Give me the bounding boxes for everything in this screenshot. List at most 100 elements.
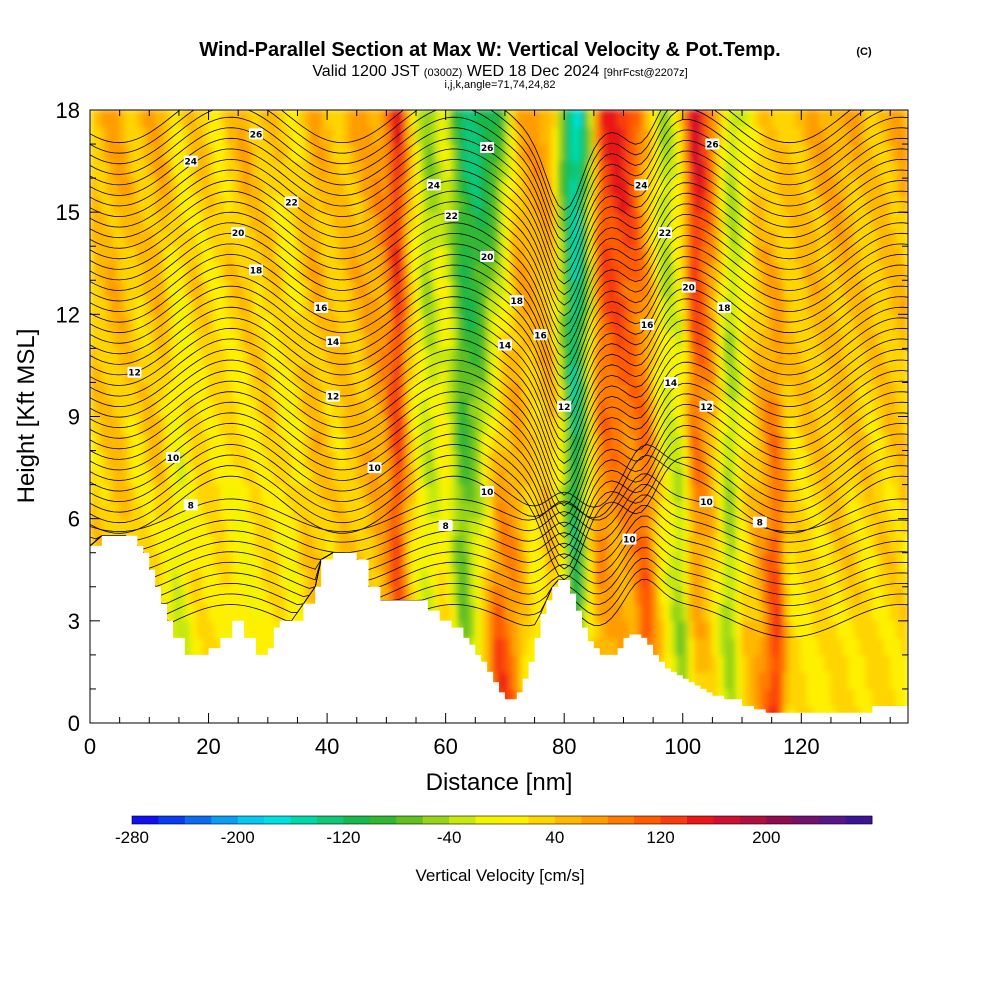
velocity-cell [747, 364, 755, 384]
velocity-cell [196, 262, 204, 281]
velocity-cell [836, 160, 844, 179]
velocity-cell [421, 535, 429, 554]
velocity-cell [658, 347, 666, 367]
velocity-cell [551, 279, 559, 299]
velocity-cell [166, 211, 174, 230]
velocity-cell [628, 620, 637, 639]
velocity-cell [95, 347, 103, 367]
velocity-cell [848, 262, 856, 281]
velocity-cell [492, 450, 500, 469]
velocity-cell [196, 416, 204, 435]
velocity-cell [279, 398, 287, 418]
velocity-cell [125, 110, 133, 128]
velocity-cell [468, 262, 476, 281]
velocity-cell [142, 330, 150, 350]
velocity-cell [160, 228, 168, 247]
velocity-cell [735, 637, 743, 656]
velocity-cell [617, 110, 625, 128]
isentrope-line [90, 483, 908, 543]
velocity-cell [119, 160, 127, 179]
velocity-cell [148, 110, 156, 128]
velocity-cell [575, 160, 583, 179]
velocity-cell [717, 450, 725, 469]
velocity-cell [296, 603, 305, 622]
velocity-cell [178, 620, 186, 639]
velocity-cell [830, 245, 838, 264]
velocity-cell [397, 347, 405, 367]
velocity-cell [883, 552, 891, 571]
velocity-cell [836, 126, 844, 145]
velocity-cell [356, 450, 364, 469]
velocity-cell [457, 143, 465, 162]
velocity-cell [225, 228, 233, 247]
velocity-cell [682, 160, 690, 179]
velocity-cell [688, 620, 696, 639]
velocity-cell [160, 194, 168, 213]
velocity-cell [492, 194, 500, 213]
velocity-cell [895, 671, 903, 690]
velocity-cell [208, 279, 216, 299]
velocity-cell [741, 501, 749, 520]
velocity-cell [237, 433, 245, 452]
velocity-cell [741, 535, 749, 554]
velocity-cell [202, 450, 210, 469]
velocity-cell [196, 398, 204, 418]
velocity-cell [901, 211, 908, 230]
velocity-cell [125, 484, 133, 503]
velocity-cell [255, 110, 263, 128]
velocity-cell [267, 364, 275, 384]
velocity-cell [516, 416, 524, 435]
velocity-cell [403, 398, 411, 418]
velocity-cell [172, 211, 180, 230]
velocity-cell [765, 330, 773, 350]
velocity-cell [611, 637, 619, 656]
velocity-cell [480, 552, 488, 571]
velocity-cell [765, 433, 773, 452]
velocity-cell [172, 110, 180, 128]
velocity-cell [231, 296, 239, 316]
velocity-cell [457, 467, 465, 486]
velocity-cell [130, 245, 139, 264]
velocity-cell [741, 228, 749, 247]
velocity-cell [142, 296, 150, 316]
velocity-cell [670, 347, 678, 367]
velocity-cell [273, 569, 281, 588]
velocity-cell [166, 296, 174, 316]
velocity-cell [866, 110, 874, 128]
velocity-cell [166, 381, 174, 401]
velocity-cell [362, 313, 370, 333]
velocity-cell [854, 654, 862, 673]
velocity-cell [213, 296, 222, 316]
velocity-cell [682, 313, 690, 333]
velocity-cell [759, 398, 767, 418]
velocity-cell [237, 177, 245, 196]
velocity-cell [184, 603, 192, 622]
velocity-cell [255, 160, 263, 179]
velocity-cell [427, 126, 435, 145]
velocity-cell [700, 569, 708, 588]
velocity-cell [842, 194, 850, 213]
velocity-cell [379, 467, 388, 486]
velocity-cell [711, 552, 720, 571]
velocity-cell [545, 586, 554, 605]
velocity-cell [492, 501, 500, 520]
velocity-cell [824, 245, 832, 264]
velocity-cell [528, 637, 536, 656]
velocity-cell [765, 501, 773, 520]
velocity-cell [534, 501, 542, 520]
velocity-cell [356, 467, 364, 486]
velocity-cell [854, 416, 862, 435]
velocity-cell [142, 416, 150, 435]
velocity-cell [557, 552, 565, 571]
velocity-cell [605, 501, 613, 520]
velocity-cell [658, 160, 666, 179]
velocity-cell [551, 535, 559, 554]
velocity-cell [563, 518, 571, 537]
velocity-cell [326, 211, 334, 230]
velocity-cell [130, 211, 139, 230]
velocity-cell [575, 296, 583, 316]
velocity-cell [320, 535, 328, 554]
velocity-cell [860, 330, 868, 350]
velocity-cell [848, 211, 856, 230]
velocity-cell [587, 143, 595, 162]
